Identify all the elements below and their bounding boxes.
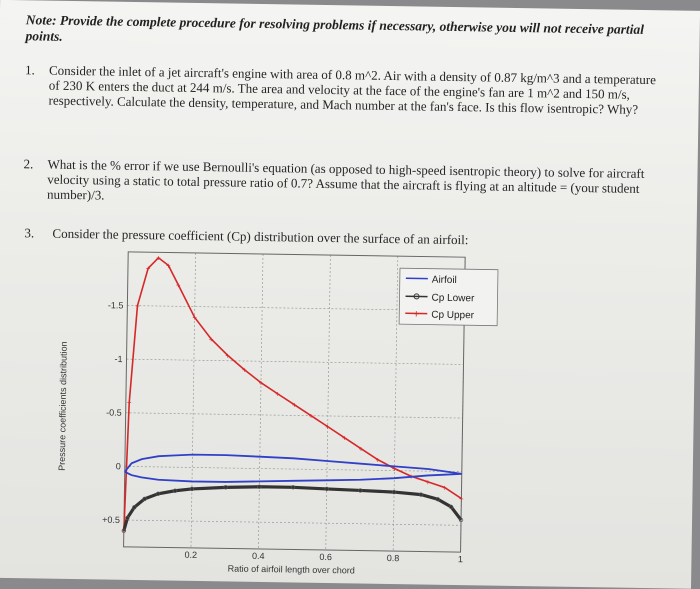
grid-line-x xyxy=(191,253,196,548)
cp-upper-marker: + xyxy=(127,398,132,407)
y-axis-label: Pressure coefficients distribution xyxy=(57,341,69,471)
legend-upper-marker: + xyxy=(413,308,420,320)
x-tick-label: 0.4 xyxy=(252,551,265,561)
legend-airfoil-label: Airfoil xyxy=(432,275,457,286)
grid-line-x xyxy=(326,255,331,550)
x-tick-label: 1 xyxy=(458,554,463,564)
y-tick-labels: -1.5 -1 -0.5 0 +0.5 xyxy=(102,300,123,525)
grid-line-x xyxy=(258,254,263,549)
y-tick-label: 0 xyxy=(116,461,121,471)
grid-line-y xyxy=(127,359,464,364)
x-tick-label: 0.2 xyxy=(185,550,198,560)
cp-upper-marker: + xyxy=(135,302,140,311)
cp-upper-marker: + xyxy=(275,390,280,399)
cp-upper-marker: + xyxy=(176,281,181,290)
cp-upper-marker: + xyxy=(459,494,464,503)
x-tick-label: 0.6 xyxy=(319,552,332,562)
cp-upper-marker: + xyxy=(342,434,347,443)
grid-line-y xyxy=(124,520,461,525)
cp-upper-marker: + xyxy=(156,254,161,263)
cp-upper-marker: + xyxy=(292,401,297,410)
chart-legend: Airfoil Cp Lower + Cp Upper xyxy=(399,268,498,326)
cp-upper-marker: + xyxy=(325,423,330,432)
y-tick-label: +0.5 xyxy=(102,515,120,525)
grid-line-y xyxy=(126,413,463,418)
grid-line-x xyxy=(393,256,398,551)
cp-upper-marker: + xyxy=(242,366,247,375)
cp-upper-marker: + xyxy=(359,445,364,454)
x-tick-label: 0.8 xyxy=(387,553,400,563)
y-tick-label: -1 xyxy=(114,354,122,364)
cp-upper-marker: + xyxy=(225,351,230,360)
x-axis-label: Ratio of airfoil length over chord xyxy=(228,563,355,575)
legend-lower-label: Cp Lower xyxy=(431,293,475,305)
cp-upper-marker: + xyxy=(375,456,380,465)
y-tick-label: -1.5 xyxy=(108,300,124,310)
cp-upper-marker: + xyxy=(146,264,151,273)
cp-upper-marker: + xyxy=(209,335,214,344)
cp-upper-marker: + xyxy=(442,483,447,492)
cp-upper-marker: + xyxy=(259,379,264,388)
cp-upper-marker: + xyxy=(166,261,171,270)
cp-upper-marker: + xyxy=(309,412,314,421)
legend-upper-label: Cp Upper xyxy=(431,310,475,322)
cp-upper-marker: + xyxy=(426,478,431,487)
y-tick-label: -0.5 xyxy=(106,407,122,417)
cp-upper-marker: + xyxy=(192,313,197,322)
